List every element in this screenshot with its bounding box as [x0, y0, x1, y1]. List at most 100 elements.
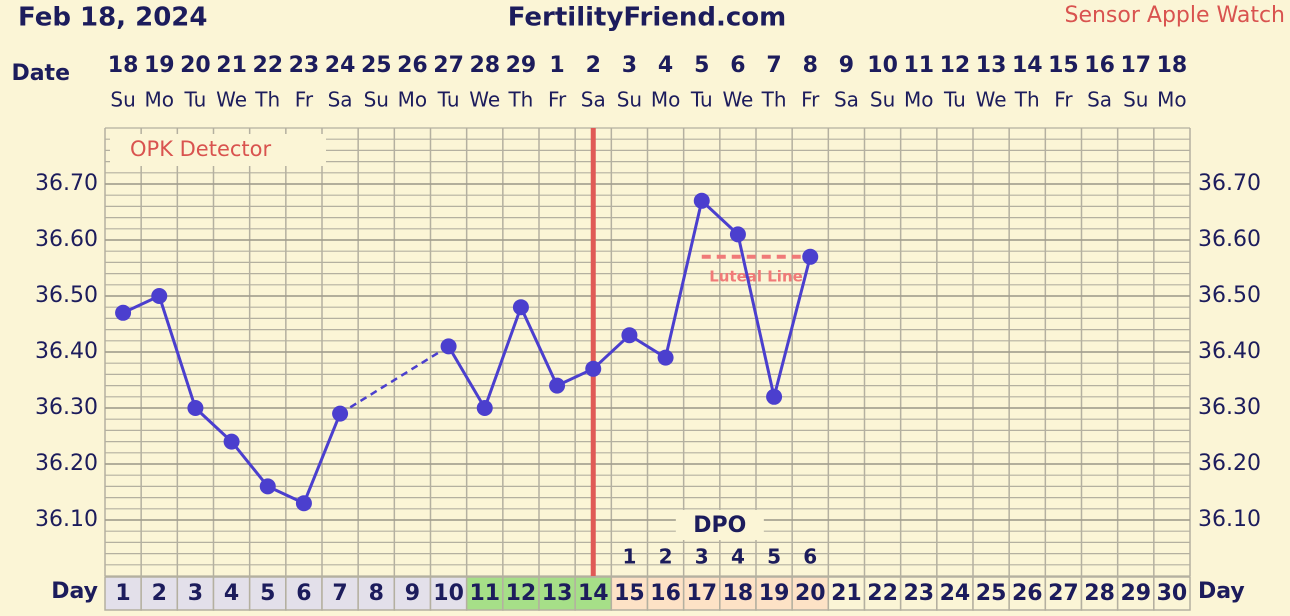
day-cell: [1153, 576, 1191, 611]
x-tick-label: 22: [867, 581, 898, 606]
date-label: 29: [506, 53, 537, 78]
day-cell: [321, 576, 359, 611]
x-tick-label: 20: [795, 581, 826, 606]
weekday-label: Tu: [690, 88, 713, 112]
day-cell: [899, 576, 938, 611]
x-tick-label: 6: [296, 581, 311, 606]
gap-connector: [339, 345, 450, 415]
day-cell: [791, 576, 830, 611]
temperature-point: [693, 192, 710, 209]
date-label: 2: [586, 53, 601, 78]
temperature-point: [549, 377, 566, 394]
x-tick-label: 18: [723, 581, 754, 606]
dpo-number: 4: [731, 545, 745, 569]
opk-label: OPK Detector: [130, 137, 272, 161]
site-title: FertilityFriend.com: [508, 3, 787, 33]
temperature-point: [585, 360, 602, 377]
dpo-box: [675, 510, 764, 540]
y-tick-label: 36.40: [35, 339, 98, 364]
date-label: 19: [144, 53, 175, 78]
day-cell: [1008, 576, 1047, 611]
x-tick-label: 5: [260, 581, 275, 606]
x-tick-label: 10: [433, 581, 464, 606]
temperature-point: [295, 495, 312, 512]
date-label: 5: [694, 53, 709, 78]
date-label: 27: [433, 53, 464, 78]
weekday-label: Th: [761, 88, 787, 112]
x-tick-label: 29: [1120, 581, 1151, 606]
x-tick-label: 27: [1048, 581, 1079, 606]
dpo-number: 1: [622, 545, 636, 569]
temperature-point: [440, 338, 457, 355]
day-cell: [465, 576, 504, 611]
weekday-label: Mo: [398, 88, 428, 112]
x-tick-label: 23: [903, 581, 934, 606]
weekday-label: Th: [1014, 88, 1040, 112]
temperature-point: [802, 248, 819, 265]
temperature-point: [115, 304, 132, 321]
weekday-label: We: [216, 88, 247, 112]
x-tick-label: 11: [469, 581, 500, 606]
weekday-label: Sa: [581, 88, 606, 112]
day-cell: [285, 576, 323, 611]
x-tick-label: 30: [1157, 581, 1188, 606]
date-label: 15: [1048, 53, 1079, 78]
weekday-label: Tu: [437, 88, 460, 112]
date-label: 6: [730, 53, 745, 78]
date-label: 1: [549, 53, 564, 78]
temperature-point: [729, 226, 746, 243]
date-label: 24: [325, 53, 356, 78]
date-label: 17: [1120, 53, 1151, 78]
y-tick-label-right: 36.50: [1198, 283, 1261, 308]
date-label: 23: [289, 53, 320, 78]
date-label: 11: [903, 53, 934, 78]
temperature-point: [151, 288, 168, 304]
weekday-label: Mo: [145, 88, 175, 112]
weekday-label: Mo: [1157, 88, 1187, 112]
weekday-label: Fr: [801, 88, 820, 112]
date-label: 18: [1157, 53, 1188, 78]
weekday-label: Th: [254, 88, 280, 112]
temperature-point: [332, 405, 349, 422]
opk-box: [110, 134, 326, 166]
day-row-label-right: Day: [1198, 579, 1245, 604]
x-tick-label: 3: [188, 581, 203, 606]
weekday-label: Su: [617, 88, 642, 112]
weekday-label: Su: [870, 88, 895, 112]
temperature-line: [122, 293, 342, 506]
x-tick-label: 8: [369, 581, 384, 606]
weekday-label: Fr: [548, 88, 567, 112]
date-label: 7: [766, 53, 781, 78]
date-label: 3: [622, 53, 637, 78]
x-tick-label: 16: [650, 581, 681, 606]
day-cell: [104, 576, 142, 611]
x-tick-label: 19: [759, 581, 790, 606]
date-row-label: Date: [11, 61, 70, 86]
date-label: 20: [180, 53, 211, 78]
day-cell: [429, 576, 468, 611]
date-label: 4: [658, 53, 673, 78]
date-label: 26: [397, 53, 428, 78]
day-cell: [212, 576, 251, 611]
weekday-label: Fr: [1054, 88, 1073, 112]
y-tick-label-right: 36.20: [1198, 451, 1261, 476]
y-tick-label: 36.20: [35, 451, 98, 476]
sensor-label: Sensor Apple Watch: [1064, 3, 1285, 28]
date-label: 8: [803, 53, 818, 78]
date-label: 10: [867, 53, 898, 78]
weekday-label: Sa: [834, 88, 859, 112]
date-label: 18: [108, 53, 139, 78]
x-tick-label: 4: [224, 581, 239, 606]
weekday-label: We: [469, 88, 500, 112]
weekday-label: Su: [1123, 88, 1148, 112]
x-tick-label: 14: [578, 581, 609, 606]
dpo-number: 3: [695, 545, 709, 569]
date-label: 21: [216, 53, 247, 78]
weekday-label: Tu: [183, 88, 206, 112]
day-cell: [1116, 576, 1155, 611]
x-tick-label: 9: [405, 581, 420, 606]
x-tick-label: 24: [940, 581, 971, 606]
weekday-label: Su: [110, 88, 135, 112]
